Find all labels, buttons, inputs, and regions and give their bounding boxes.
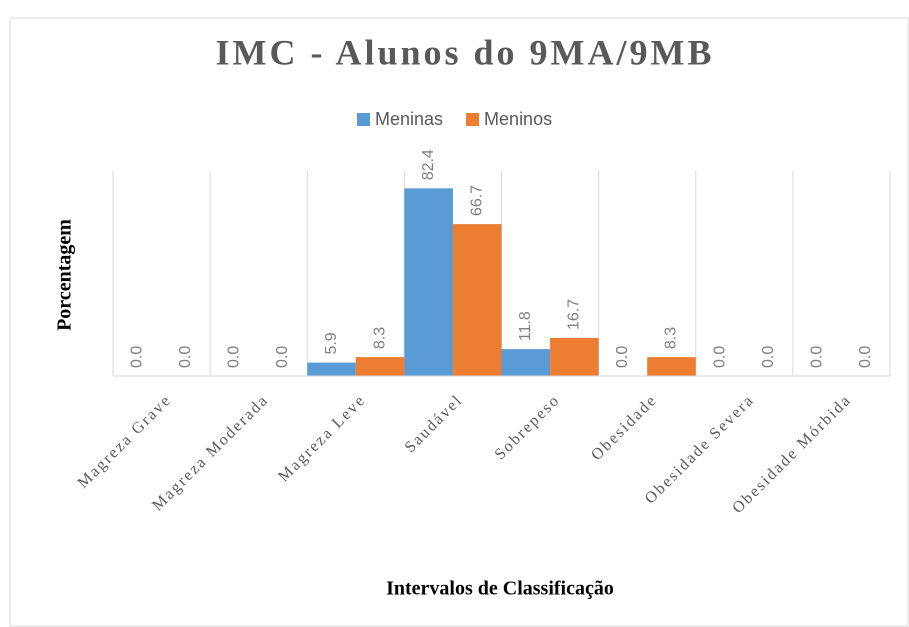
legend-swatch — [357, 113, 370, 126]
chart-title: IMC - Alunos do 9MA/9MB — [215, 32, 714, 72]
bar — [307, 362, 356, 376]
bar — [355, 357, 405, 376]
legend-label: Meninas — [375, 109, 443, 129]
data-label: 0.0 — [226, 346, 243, 368]
legend-swatch — [466, 113, 480, 126]
data-label: 66.7 — [468, 185, 485, 216]
y-axis-title: Porcentagem — [54, 219, 76, 331]
data-label: 8.3 — [663, 327, 680, 349]
bar — [501, 349, 551, 376]
bar — [452, 224, 502, 376]
data-label: 0.0 — [857, 346, 874, 368]
data-label: 0.0 — [711, 346, 728, 368]
data-label: 16.7 — [566, 299, 583, 330]
data-label: 5.9 — [323, 332, 340, 354]
data-label: 0.0 — [760, 346, 777, 368]
x-axis-title: Intervalos de Classificação — [386, 578, 614, 600]
bar — [550, 337, 599, 376]
data-label: 11.8 — [517, 311, 534, 341]
bar — [647, 357, 696, 376]
bar — [404, 188, 453, 376]
legend-label: Meninos — [484, 109, 552, 129]
data-label: 0.0 — [808, 346, 825, 368]
data-label: 0.0 — [177, 346, 194, 368]
data-label: 0.0 — [274, 346, 291, 368]
data-label: 8.3 — [371, 327, 388, 349]
data-label: 82.4 — [420, 149, 437, 180]
data-label: 0.0 — [129, 346, 146, 368]
data-label: 0.0 — [614, 346, 631, 368]
